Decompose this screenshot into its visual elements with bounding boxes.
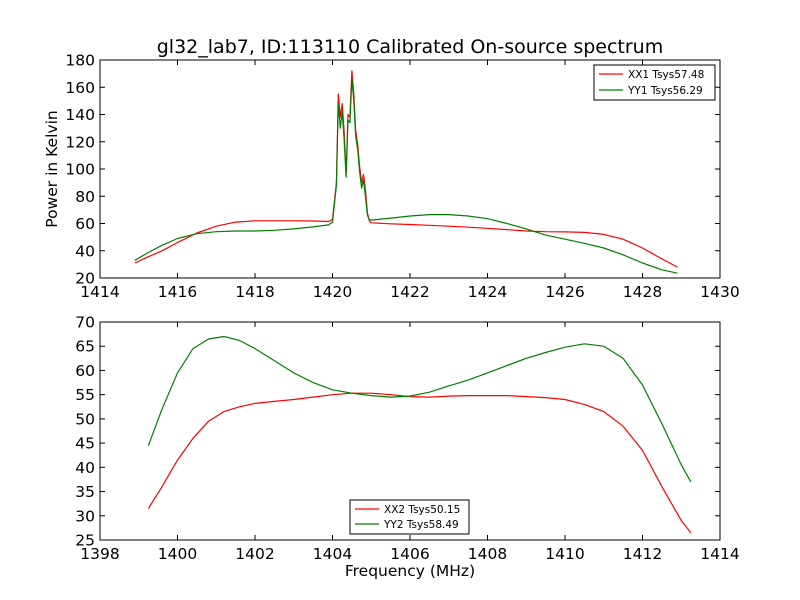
bottom-x-tick-label: 1398 (80, 545, 119, 563)
bottom-x-tick-label: 1410 (545, 545, 584, 563)
bottom-x-tick-label: 1400 (158, 545, 197, 563)
top-y-tick-label: 80 (75, 188, 95, 206)
bottom-legend-box (349, 499, 470, 535)
top-series-line-2 (134, 78, 678, 274)
bottom-y-tick-label: 40 (75, 459, 95, 477)
bottom-y-tick-label: 35 (75, 483, 95, 501)
legend-label-yy1: YY1 Tsys56.29 (627, 85, 703, 97)
bottom-y-tick-label: 30 (75, 507, 95, 525)
bottom-y-tick-label: 65 (75, 338, 95, 356)
bottom-x-tick-label: 1408 (468, 545, 507, 563)
top-x-tick-label: 1422 (390, 283, 429, 301)
x-axis-label: Frequency (MHz) (345, 562, 475, 580)
top-legend-box (593, 64, 716, 101)
bottom-y-tick-label: 70 (75, 314, 95, 332)
top-series-line-1 (134, 70, 678, 268)
top-y-tick-label: 20 (75, 270, 95, 288)
bottom-series-layer (147, 335, 692, 534)
top-x-tick-label: 1416 (158, 283, 197, 301)
bottom-y-tick-label: 50 (75, 410, 95, 428)
legend-label-xx1: XX1 Tsys57.48 (628, 69, 704, 81)
top-panel: gl32_lab7, ID:113110 Calibrated On-sourc… (43, 36, 740, 301)
bottom-x-tick-label: 1404 (313, 545, 352, 563)
bottom-x-tick-label: 1414 (700, 545, 739, 563)
top-ticks-layer: 1414 1416 1418 1420 1422 1424 1426 1428 1430 20 40… (65, 52, 739, 302)
bottom-panel: 1398 1400 1402 1404 1406 1408 1410 1412 1414 25 30… (75, 314, 739, 581)
bottom-ticks-layer: 1398 1400 1402 1404 1406 1408 1410 1412 1414 25 30… (75, 314, 739, 564)
legend-label-yy2: YY2 Tsys58.49 (383, 519, 459, 531)
top-y-tick-label: 40 (75, 242, 95, 260)
top-legend: XX1 Tsys57.48 YY1 Tsys56.29 (593, 64, 716, 101)
legend-label-xx2: XX2 Tsys50.15 (384, 504, 460, 516)
top-x-tick-label: 1424 (468, 283, 507, 301)
top-x-tick-label: 1418 (235, 283, 274, 301)
top-series-layer (134, 70, 678, 274)
top-x-tick-label: 1414 (80, 283, 119, 301)
bottom-y-tick-label: 25 (75, 532, 95, 550)
bottom-legend: XX2 Tsys50.15 YY2 Tsys58.49 (349, 499, 470, 535)
bottom-y-tick-label: 45 (75, 435, 95, 453)
top-y-tick-label: 160 (65, 79, 95, 97)
top-x-tick-label: 1430 (700, 283, 739, 301)
top-x-tick-label: 1426 (545, 283, 584, 301)
bottom-x-tick-label: 1412 (623, 545, 662, 563)
bottom-series-line-2 (147, 335, 692, 483)
bottom-x-tick-label: 1402 (235, 545, 274, 563)
bottom-x-tick-label: 1406 (390, 545, 429, 563)
top-y-tick-label: 100 (65, 161, 95, 179)
top-y-tick-label: 60 (75, 215, 95, 233)
top-y-tick-label: 140 (65, 106, 95, 124)
top-x-tick-label: 1428 (623, 283, 662, 301)
chart-title: gl32_lab7, ID:113110 Calibrated On-sourc… (157, 36, 664, 58)
bottom-y-tick-label: 60 (75, 362, 95, 380)
top-y-tick-label: 120 (65, 133, 95, 151)
top-x-tick-label: 1420 (313, 283, 352, 301)
bottom-y-tick-label: 55 (75, 386, 95, 404)
top-y-tick-label: 180 (65, 52, 95, 70)
y-axis-label: Power in Kelvin (43, 110, 61, 227)
